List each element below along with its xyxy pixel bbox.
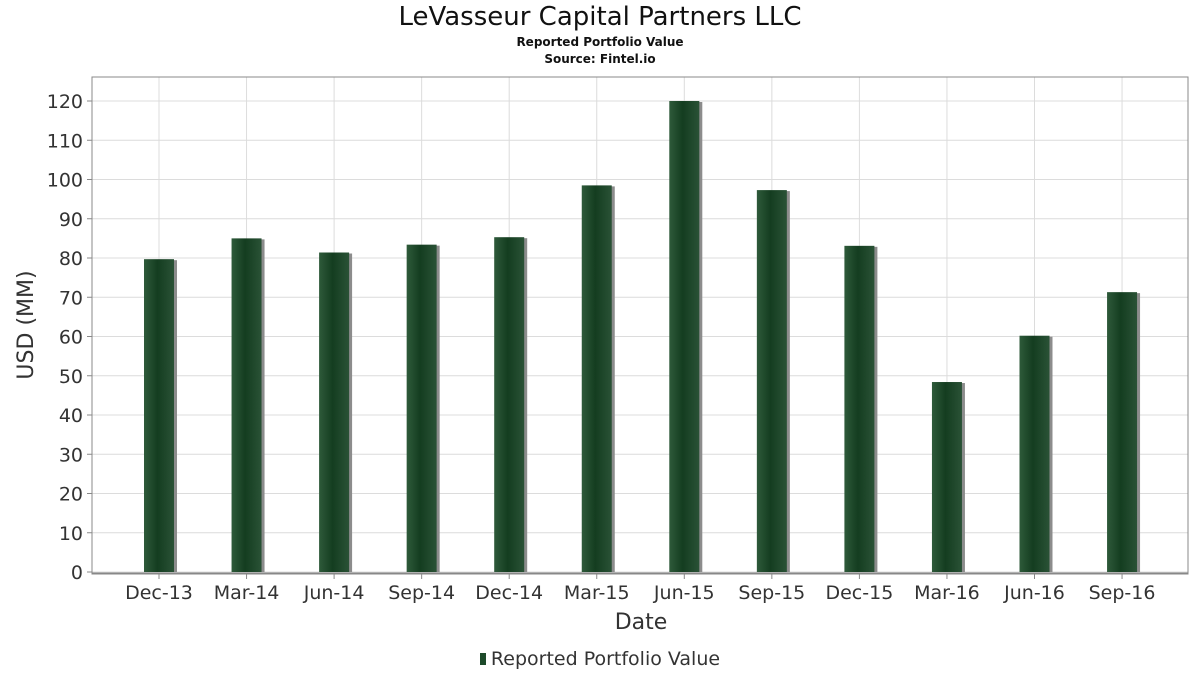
bar — [581, 185, 612, 572]
legend-swatch — [479, 653, 486, 665]
y-tick-label: 100 — [47, 170, 83, 192]
legend-label: Reported Portfolio Value — [490, 648, 721, 670]
x-tick-label: Mar-14 — [214, 582, 280, 604]
y-tick-label: 0 — [71, 562, 83, 584]
chart-subtitle: Reported Portfolio Value — [516, 35, 684, 49]
bar — [756, 190, 787, 572]
chart-title: LeVasseur Capital Partners LLC — [398, 2, 802, 32]
y-axis-ticks: 0 10 20 30 40 50 60 70 80 90 100 110 120 — [47, 91, 92, 584]
x-axis-ticks: Dec-13 Mar-14 Jun-14 Sep-14 Dec-14 Mar-15 Jun-… — [125, 574, 1155, 604]
x-tick-label: Dec-15 — [825, 582, 893, 604]
y-tick-label: 50 — [59, 366, 83, 388]
x-tick-label: Sep-15 — [738, 582, 805, 604]
x-tick-label: Mar-15 — [564, 582, 630, 604]
x-tick-label: Sep-14 — [388, 582, 455, 604]
y-tick-label: 10 — [59, 523, 83, 545]
bar — [1019, 335, 1050, 572]
legend: Reported Portfolio Value — [0, 648, 1200, 670]
x-tick-label: Dec-13 — [125, 582, 193, 604]
y-tick-label: 120 — [47, 91, 83, 113]
y-tick-label: 80 — [59, 248, 83, 270]
bar — [669, 101, 700, 572]
x-axis-title: Date — [615, 610, 668, 635]
x-tick-label: Jun-16 — [1003, 582, 1065, 604]
x-tick-label: Mar-16 — [914, 582, 980, 604]
plot-frame — [91, 76, 1189, 575]
bar — [931, 382, 962, 572]
y-tick-label: 60 — [59, 327, 83, 349]
y-tick-label: 20 — [59, 484, 83, 506]
y-tick-label: 30 — [59, 444, 83, 466]
y-axis-title: USD (MM) — [14, 270, 39, 379]
x-tick-label: Sep-16 — [1089, 582, 1156, 604]
bar — [494, 237, 525, 572]
chart-source: Source: Fintel.io — [544, 52, 656, 66]
bar — [144, 259, 174, 572]
bar — [231, 238, 262, 572]
bar — [1107, 292, 1138, 572]
y-tick-label: 40 — [59, 405, 83, 427]
x-tick-label: Dec-14 — [475, 582, 543, 604]
y-tick-label: 70 — [59, 287, 83, 309]
x-tick-label: Jun-15 — [653, 582, 715, 604]
y-tick-label: 110 — [47, 130, 83, 152]
bar — [844, 245, 875, 572]
bars — [92, 101, 1188, 574]
bar — [406, 244, 437, 572]
y-tick-label: 90 — [59, 209, 83, 231]
x-tick-label: Jun-14 — [303, 582, 365, 604]
bar — [319, 252, 350, 572]
